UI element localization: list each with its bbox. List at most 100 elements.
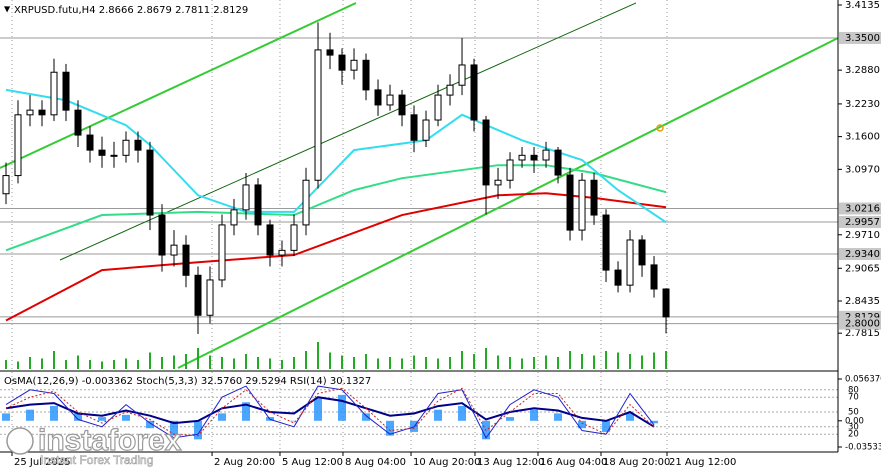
osc-level-label: 70 bbox=[848, 393, 859, 403]
osma-bar bbox=[242, 402, 251, 421]
volume-bar bbox=[401, 358, 404, 369]
volume-bar bbox=[209, 355, 212, 369]
x-tick-label: 25 Jul 2025 bbox=[14, 457, 71, 468]
candle-body bbox=[110, 154, 118, 157]
osc-level-label: 80 bbox=[848, 385, 859, 395]
volume-bar bbox=[113, 360, 116, 369]
candle-body bbox=[386, 94, 394, 106]
candle-body bbox=[182, 244, 190, 276]
candle-body bbox=[638, 239, 646, 266]
candle-body bbox=[458, 64, 466, 86]
candle-body bbox=[314, 49, 322, 181]
volume-bar bbox=[101, 361, 104, 369]
volume-bar bbox=[461, 351, 464, 369]
level-label-bg bbox=[839, 31, 881, 44]
candle-body bbox=[218, 224, 226, 281]
candle-body bbox=[518, 154, 526, 161]
trend-line bbox=[59, 2, 637, 261]
y-tick-label: 3.2230 bbox=[845, 99, 880, 110]
volume-bar bbox=[137, 360, 140, 369]
candle-body bbox=[122, 139, 130, 156]
level-label-bg bbox=[839, 247, 881, 260]
moving-average bbox=[5, 192, 667, 322]
candle-body bbox=[290, 224, 298, 251]
x-tick-label: 18 Aug 20:00 bbox=[603, 457, 670, 468]
candle-body bbox=[74, 109, 82, 136]
volume-bar bbox=[365, 354, 368, 369]
candle-body bbox=[410, 114, 418, 141]
osma-bar bbox=[290, 420, 299, 422]
volume-bar bbox=[161, 357, 164, 369]
osma-bar bbox=[578, 420, 587, 429]
y-tick-label: 2.9710 bbox=[845, 230, 880, 241]
y-tick-label: 3.1600 bbox=[845, 132, 880, 143]
watermark-logo bbox=[6, 427, 34, 455]
volume-bar bbox=[389, 357, 392, 369]
volume-bar bbox=[521, 358, 524, 369]
osma-bar bbox=[194, 420, 203, 440]
volume-bar bbox=[5, 360, 8, 369]
candle-body bbox=[398, 94, 406, 116]
candle-body bbox=[566, 174, 574, 231]
volume-bar bbox=[89, 360, 92, 369]
candle-body bbox=[614, 269, 622, 286]
candle-body bbox=[38, 109, 46, 116]
volume-bar bbox=[185, 354, 188, 369]
osma-tick-label: 0.00 bbox=[845, 416, 864, 426]
candle-body bbox=[194, 274, 202, 316]
level-label: 2.8129 bbox=[845, 312, 880, 323]
x-tick-label: 2 Aug 20:00 bbox=[214, 457, 275, 468]
volume-bar bbox=[353, 357, 356, 369]
osma-bar bbox=[458, 405, 467, 421]
volume-bar bbox=[257, 357, 260, 369]
candle-body bbox=[422, 119, 430, 141]
candle-body bbox=[326, 49, 334, 56]
level-label-bg bbox=[839, 317, 881, 330]
indicator-title: OsMA(12,26,9) -0.003362 Stoch(5,3,3) 32.… bbox=[4, 376, 371, 387]
candle-body bbox=[662, 288, 670, 318]
trend-lines bbox=[0, 2, 839, 369]
osma-tick-label: -0.035330 bbox=[845, 443, 881, 453]
candle-body bbox=[446, 84, 454, 96]
volume-bar bbox=[629, 354, 632, 369]
volume-bar bbox=[65, 360, 68, 369]
candle-body bbox=[602, 214, 610, 271]
levels bbox=[0, 37, 838, 325]
plot bbox=[2, 22, 670, 440]
volume-bar bbox=[425, 357, 428, 369]
axis: 25 Jul 2025 2 Aug 20:00 5 Aug 12:00 8 Aug 0… bbox=[11, 0, 881, 468]
x-tick-label: 8 Aug 04:00 bbox=[345, 457, 406, 468]
osma-bar bbox=[362, 413, 371, 421]
watermark-brand: instaforex bbox=[38, 424, 182, 457]
y-tick-label: 2.9065 bbox=[845, 263, 880, 274]
y-tick-label: 3.0970 bbox=[845, 164, 880, 175]
osma-bar bbox=[530, 409, 539, 421]
volume-bar bbox=[569, 351, 572, 369]
osma-bar bbox=[50, 405, 59, 421]
candle-body bbox=[338, 54, 346, 71]
osma-bar bbox=[602, 420, 611, 432]
osc-level-label: 20 bbox=[848, 430, 859, 440]
osma-bar bbox=[26, 409, 35, 421]
candle-body bbox=[542, 149, 550, 161]
stoch-signal-line bbox=[5, 387, 655, 437]
candle-body bbox=[134, 139, 142, 151]
channel-line bbox=[177, 37, 839, 369]
candle-body bbox=[98, 149, 106, 156]
volume-bar bbox=[377, 358, 380, 369]
volume-bar bbox=[533, 357, 536, 369]
candle-body bbox=[494, 179, 502, 186]
candle-body bbox=[374, 89, 382, 106]
osma-bar bbox=[2, 413, 11, 421]
osma-bar bbox=[122, 414, 131, 421]
osc-level-label: 30 bbox=[848, 422, 859, 432]
x-tick-label: 5 Aug 12:00 bbox=[282, 457, 343, 468]
candle-body bbox=[482, 119, 490, 186]
candle-body bbox=[530, 154, 538, 161]
osma-bar bbox=[98, 417, 107, 421]
volume-bar bbox=[329, 352, 332, 369]
candle-body bbox=[506, 159, 514, 181]
candle-body bbox=[2, 175, 10, 195]
level-label: 3.0216 bbox=[845, 203, 880, 214]
osma-bar bbox=[554, 413, 563, 421]
